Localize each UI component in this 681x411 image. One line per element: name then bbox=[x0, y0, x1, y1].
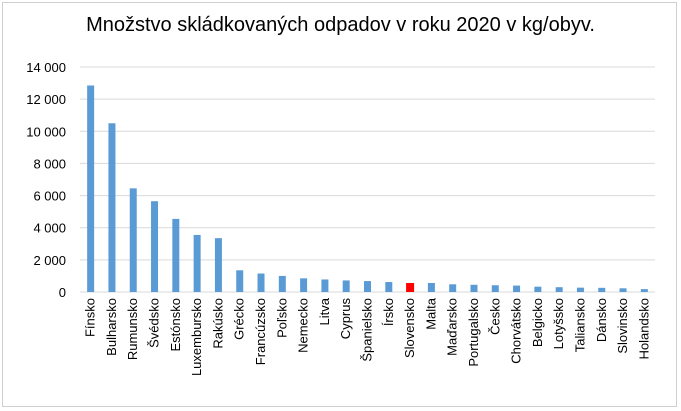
x-category-label: Bulharsko bbox=[104, 298, 119, 356]
bar-Holandsko bbox=[640, 289, 648, 292]
y-tick-label: 12 000 bbox=[26, 92, 66, 107]
y-tick-label: 6 000 bbox=[33, 189, 66, 204]
bar-Estónsko bbox=[172, 218, 180, 292]
bar-Cyprus bbox=[342, 280, 350, 292]
x-category-label: Česko bbox=[487, 298, 502, 335]
bar-Nemecko bbox=[300, 278, 308, 292]
y-tick-label: 14 000 bbox=[26, 60, 66, 75]
x-axis-labels: Fínsko Bulharsko Rumunsko Švédsko Estónsko Lu… bbox=[83, 297, 652, 376]
bar-Maďarsko bbox=[449, 284, 457, 292]
gridlines bbox=[80, 66, 655, 293]
bar-Fínsko bbox=[87, 85, 95, 292]
x-category-label: Dánsko bbox=[594, 298, 609, 342]
bar-Francúzsko bbox=[257, 273, 265, 292]
x-category-label: Luxembursko bbox=[189, 298, 204, 376]
chart-title: Množstvo skládkovaných odpadov v roku 20… bbox=[86, 14, 595, 36]
bar-Luxembursko bbox=[193, 234, 201, 292]
x-category-label: Taliansko bbox=[572, 298, 587, 352]
x-category-label: Estónsko bbox=[168, 298, 183, 351]
bars bbox=[87, 85, 648, 292]
bar-Česko bbox=[491, 285, 499, 292]
x-category-label: Malta bbox=[423, 297, 438, 330]
bar-Rakúsko bbox=[214, 238, 222, 292]
bar-Litva bbox=[321, 279, 329, 292]
x-category-label: Slovinsko bbox=[615, 298, 630, 354]
y-axis-ticks: 0 2 000 4 000 6 000 8 000 10 000 12 000 14 000 bbox=[26, 60, 66, 300]
bar-Španielsko bbox=[364, 281, 371, 292]
bar-Portugalsko bbox=[470, 284, 478, 292]
x-category-label: Nemecko bbox=[296, 298, 311, 353]
x-category-label: Francúzsko bbox=[253, 298, 268, 365]
x-category-label: Poľsko bbox=[274, 298, 289, 338]
bar-Malta bbox=[427, 283, 435, 292]
x-category-label: Slovensko bbox=[402, 298, 417, 358]
x-category-label: Belgicko bbox=[530, 298, 545, 347]
y-tick-label: 8 000 bbox=[33, 156, 66, 171]
x-category-label: Maďarsko bbox=[445, 298, 460, 356]
y-tick-label: 0 bbox=[59, 285, 66, 300]
x-category-label: Fínsko bbox=[83, 298, 98, 337]
bar-Dánsko bbox=[598, 287, 606, 292]
bar-Poľsko bbox=[278, 275, 286, 292]
bar-Rumunsko bbox=[129, 188, 137, 292]
y-tick-label: 10 000 bbox=[26, 124, 66, 139]
x-category-label: Chorvátsko bbox=[509, 298, 524, 364]
bar-Taliansko bbox=[576, 287, 584, 292]
bar-Slovinsko bbox=[619, 288, 627, 292]
x-category-label: Švédsko bbox=[147, 298, 162, 348]
y-tick-label: 2 000 bbox=[33, 253, 66, 268]
bar-Švédsko bbox=[151, 201, 159, 292]
x-category-label: Litva bbox=[317, 297, 332, 325]
bar-Írsko bbox=[385, 282, 393, 292]
bar-Grécko bbox=[236, 270, 244, 292]
x-category-label: Cyprus bbox=[338, 298, 353, 340]
bar-Belgicko bbox=[534, 286, 542, 292]
bar-Lotyšsko bbox=[555, 287, 563, 292]
bar-Bulharsko bbox=[108, 123, 116, 292]
bar-Slovensko bbox=[406, 283, 415, 292]
x-category-label: Holandsko bbox=[636, 298, 651, 359]
bar-Chorvátsko bbox=[513, 285, 521, 292]
x-category-label: Írsko bbox=[381, 298, 396, 326]
x-category-label: Rumunsko bbox=[125, 298, 140, 360]
y-tick-label: 4 000 bbox=[33, 221, 66, 236]
x-category-label: Rakúsko bbox=[210, 298, 225, 349]
x-category-label: Lotyšsko bbox=[551, 298, 566, 349]
x-category-label: Grécko bbox=[232, 298, 247, 340]
x-category-label: Španielsko bbox=[360, 298, 375, 362]
x-category-label: Portugalsko bbox=[466, 298, 481, 367]
